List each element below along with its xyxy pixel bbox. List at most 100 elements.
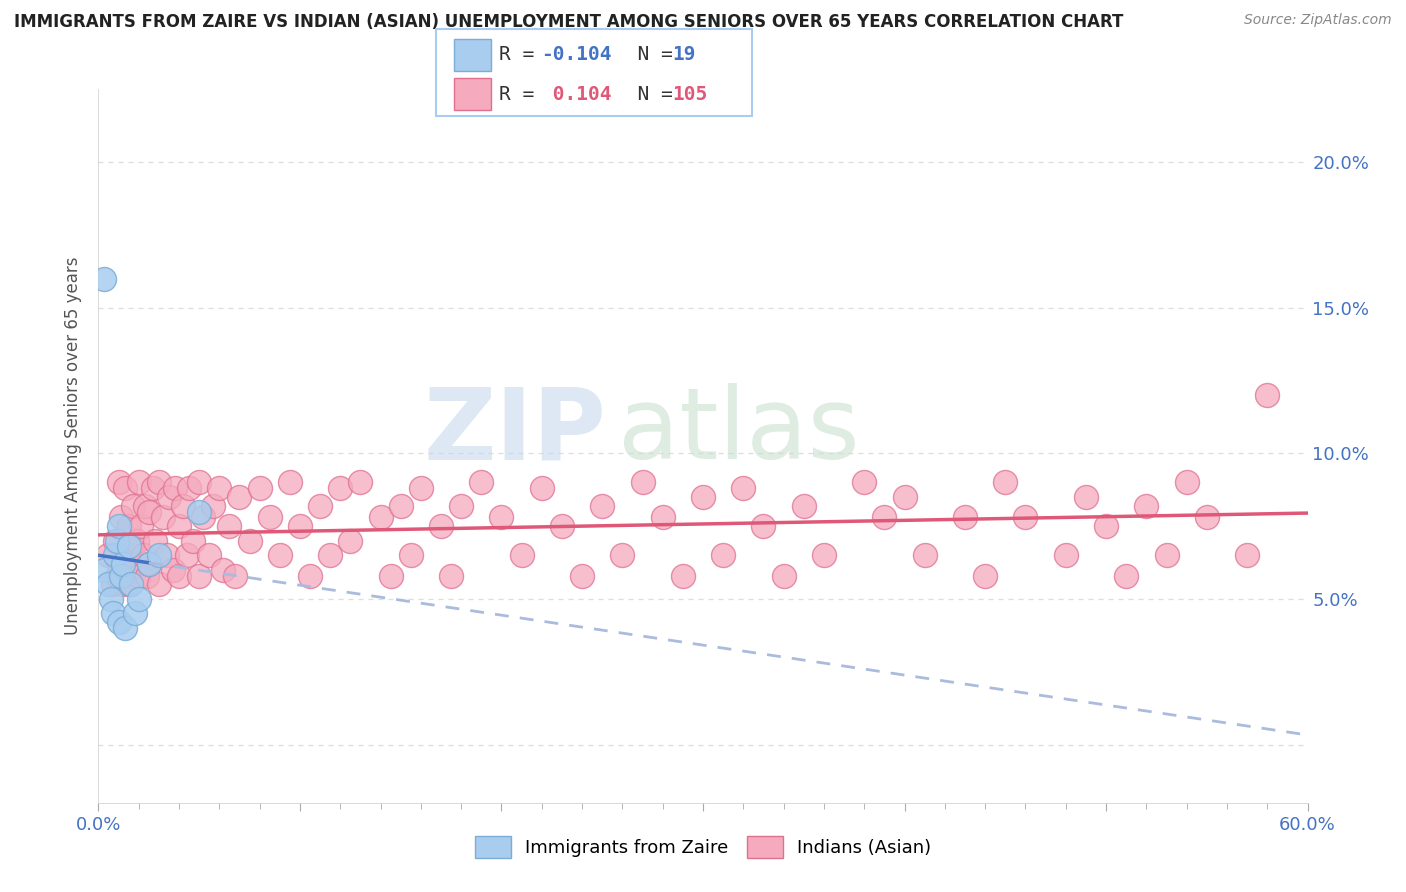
Point [571, 568, 593, 582]
Point [101, 607, 124, 621]
Point [380, 568, 402, 582]
Point [188, 568, 211, 582]
Point [107, 519, 129, 533]
Text: N =: N = [614, 45, 685, 64]
Point [188, 475, 211, 490]
Point [114, 621, 136, 635]
Point [631, 475, 654, 490]
Point [389, 499, 412, 513]
Text: 0.104: 0.104 [541, 85, 612, 103]
Point [1256, 388, 1278, 402]
Point [329, 481, 352, 495]
Point [440, 568, 463, 582]
Point [129, 519, 152, 533]
Point [128, 475, 150, 490]
Point [591, 499, 613, 513]
Point [124, 557, 146, 571]
Point [105, 568, 128, 582]
Point [893, 490, 915, 504]
Point [118, 577, 141, 591]
Point [120, 577, 142, 591]
Point [111, 557, 134, 571]
Text: R =: R = [499, 45, 546, 64]
Point [103, 533, 125, 548]
Point [103, 548, 125, 562]
Point [349, 475, 371, 490]
Point [269, 548, 291, 562]
Point [148, 475, 170, 490]
Point [143, 533, 166, 548]
Point [299, 568, 322, 582]
Point [1156, 548, 1178, 562]
Point [450, 499, 472, 513]
Point [228, 490, 250, 504]
Point [430, 519, 453, 533]
Point [142, 481, 165, 495]
Text: 19: 19 [672, 45, 696, 64]
Text: N =: N = [614, 85, 685, 103]
Point [953, 510, 976, 524]
Point [1074, 490, 1097, 504]
Text: ZIP: ZIP [423, 384, 606, 480]
Point [138, 504, 160, 518]
Text: 105: 105 [672, 85, 707, 103]
Point [239, 533, 262, 548]
Point [152, 510, 174, 524]
Point [793, 499, 815, 513]
Point [111, 577, 134, 591]
Point [491, 510, 513, 524]
Point [114, 481, 136, 495]
Point [105, 533, 128, 548]
Point [672, 568, 695, 582]
Point [198, 548, 221, 562]
Point [97, 577, 120, 591]
Legend: Immigrants from Zaire, Indians (Asian): Immigrants from Zaire, Indians (Asian) [468, 829, 938, 865]
Point [612, 548, 634, 562]
Point [115, 548, 138, 562]
Point [176, 548, 198, 562]
Point [107, 615, 129, 630]
Point [914, 548, 936, 562]
Point [107, 557, 129, 571]
Point [134, 499, 156, 513]
Point [157, 490, 180, 504]
Point [179, 481, 201, 495]
Point [193, 510, 215, 524]
Point [409, 481, 432, 495]
Point [212, 563, 235, 577]
Y-axis label: Unemployment Among Seniors over 65 years: Unemployment Among Seniors over 65 years [65, 257, 83, 635]
Point [208, 481, 231, 495]
Point [399, 548, 422, 562]
Point [128, 591, 150, 606]
Point [110, 510, 132, 524]
Point [188, 504, 211, 518]
Point [93, 563, 115, 577]
Point [202, 499, 225, 513]
Point [132, 548, 155, 562]
Point [873, 510, 896, 524]
Point [93, 271, 115, 285]
Point [110, 568, 132, 582]
Point [163, 481, 186, 495]
Point [120, 540, 142, 554]
Point [752, 519, 775, 533]
Point [853, 475, 876, 490]
Text: atlas: atlas [619, 384, 860, 480]
Point [1115, 568, 1137, 582]
Point [813, 548, 835, 562]
Point [118, 519, 141, 533]
Point [118, 540, 141, 554]
Point [278, 475, 301, 490]
Point [138, 557, 160, 571]
Point [994, 475, 1017, 490]
Text: -0.104: -0.104 [541, 45, 612, 64]
Point [288, 519, 311, 533]
Point [1175, 475, 1198, 490]
Point [309, 499, 332, 513]
Point [100, 591, 122, 606]
Point [1014, 510, 1036, 524]
Point [172, 499, 194, 513]
Point [692, 490, 714, 504]
Text: R =: R = [499, 85, 546, 103]
Point [181, 533, 204, 548]
